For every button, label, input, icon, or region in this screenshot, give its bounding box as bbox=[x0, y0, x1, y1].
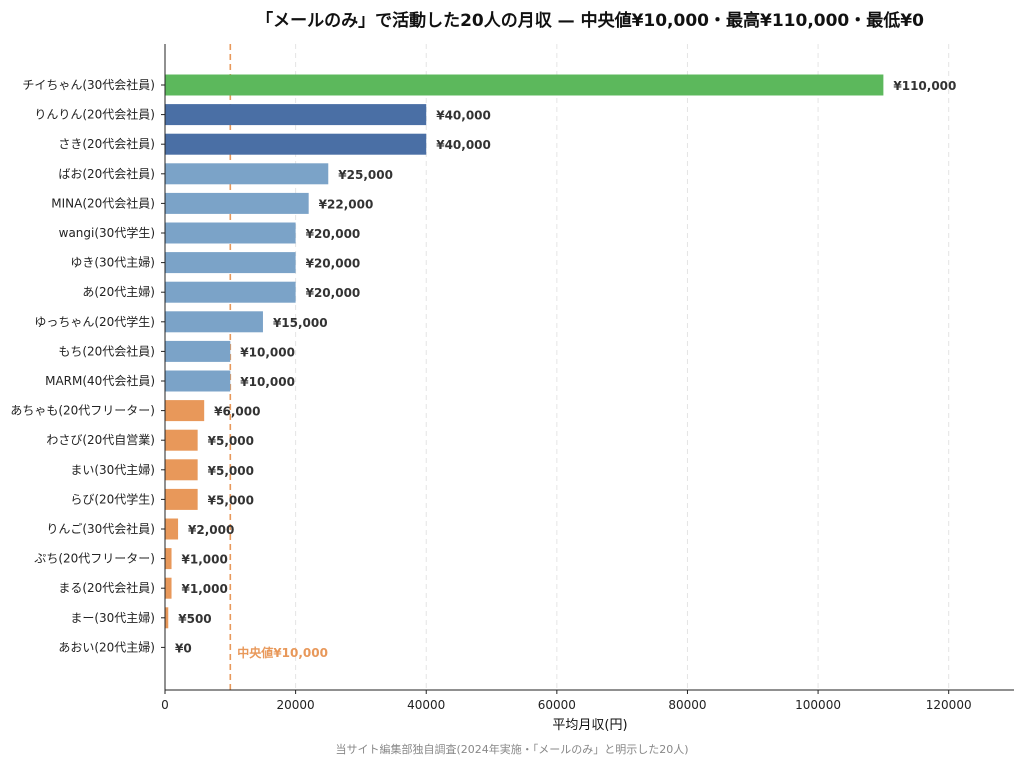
source-note: 当サイト編集部独自調査(2024年実施・「メールのみ」と明示した20人) bbox=[335, 742, 688, 756]
category-label: ばお(20代会社員) bbox=[58, 166, 155, 181]
x-tick-label: 40000 bbox=[407, 698, 445, 712]
median-line-group: 中央値¥10,000 bbox=[229, 44, 328, 690]
bar bbox=[165, 192, 309, 214]
value-label: ¥5,000 bbox=[208, 434, 254, 448]
category-label: MARM(40代会社員) bbox=[45, 373, 155, 388]
bar bbox=[165, 488, 198, 510]
value-label: ¥500 bbox=[178, 612, 211, 626]
category-label: あおい(20代主婦) bbox=[58, 639, 155, 654]
category-label: あちゃも(20代フリーター) bbox=[10, 404, 155, 418]
value-label: ¥25,000 bbox=[338, 168, 393, 182]
axes: 0 20000 40000 60000 80000 100000 120000 bbox=[161, 44, 1014, 712]
category-label: ゆっちゃん(20代学生) bbox=[34, 314, 155, 329]
bar bbox=[165, 400, 205, 422]
category-label: MINA(20代会社員) bbox=[51, 195, 155, 210]
value-label: ¥40,000 bbox=[436, 138, 491, 152]
bar bbox=[165, 370, 231, 392]
value-label: ¥10,000 bbox=[240, 375, 295, 389]
x-tick-label: 20000 bbox=[277, 698, 315, 712]
value-label: ¥110,000 bbox=[893, 79, 956, 93]
bar bbox=[165, 163, 329, 185]
bar bbox=[165, 429, 198, 451]
value-label: ¥10,000 bbox=[240, 345, 295, 359]
category-label: まい(30代主婦) bbox=[70, 462, 155, 477]
value-label: ¥20,000 bbox=[306, 227, 361, 241]
bars: チイちゃん(30代会社員) ¥110,000 りんりん(20代会社員) ¥40,000… bbox=[10, 74, 956, 655]
category-label: りんご(30代会社員) bbox=[46, 521, 155, 536]
category-label: わさび(20代自営業) bbox=[46, 433, 155, 447]
bar bbox=[165, 74, 884, 96]
bar bbox=[165, 340, 231, 362]
bar bbox=[165, 607, 169, 629]
bar bbox=[165, 518, 179, 540]
bar bbox=[165, 459, 198, 481]
value-label: ¥40,000 bbox=[436, 109, 491, 123]
category-label: チイちゃん(30代会社員) bbox=[22, 77, 155, 92]
value-label: ¥0 bbox=[175, 641, 192, 655]
bar bbox=[165, 252, 296, 274]
category-label: りんりん(20代会社員) bbox=[34, 107, 155, 122]
category-label: まる(20代会社員) bbox=[58, 580, 155, 595]
chart-title: 「メールのみ」で活動した20人の月収 — 中央値¥10,000・最高¥110,0… bbox=[256, 10, 924, 31]
category-label: ゆき(30代主婦) bbox=[70, 255, 155, 270]
bar bbox=[165, 133, 427, 155]
x-tick-label: 120000 bbox=[926, 698, 972, 712]
value-label: ¥1,000 bbox=[182, 553, 228, 567]
x-tick-label: 0 bbox=[161, 698, 169, 712]
value-label: ¥22,000 bbox=[319, 197, 374, 211]
category-label: あ(20代主婦) bbox=[82, 284, 155, 299]
bar bbox=[165, 222, 296, 244]
x-axis-title: 平均月収(円) bbox=[552, 718, 627, 733]
x-tick-label: 100000 bbox=[795, 698, 841, 712]
value-label: ¥6,000 bbox=[214, 405, 260, 419]
value-label: ¥5,000 bbox=[208, 464, 254, 478]
bar bbox=[165, 548, 172, 570]
value-label: ¥1,000 bbox=[182, 582, 228, 596]
x-tick-label: 80000 bbox=[668, 698, 706, 712]
category-label: まー(30代主婦) bbox=[70, 610, 155, 625]
value-label: ¥5,000 bbox=[208, 493, 254, 507]
category-label: wangi(30代学生) bbox=[59, 225, 155, 240]
value-label: ¥20,000 bbox=[306, 257, 361, 271]
category-label: もち(20代会社員) bbox=[58, 343, 155, 358]
category-label: さき(20代会社員) bbox=[58, 136, 155, 151]
value-label: ¥15,000 bbox=[273, 316, 328, 330]
x-tick-label: 60000 bbox=[538, 698, 576, 712]
bar bbox=[165, 577, 172, 599]
bar bbox=[165, 311, 263, 333]
bar bbox=[165, 281, 296, 303]
value-label: ¥2,000 bbox=[188, 523, 234, 537]
category-label: ぷち(20代フリーター) bbox=[34, 552, 155, 566]
category-label: らび(20代学生) bbox=[70, 491, 155, 506]
bar bbox=[165, 104, 427, 126]
median-label: 中央値¥10,000 bbox=[237, 645, 328, 660]
value-label: ¥20,000 bbox=[306, 286, 361, 300]
